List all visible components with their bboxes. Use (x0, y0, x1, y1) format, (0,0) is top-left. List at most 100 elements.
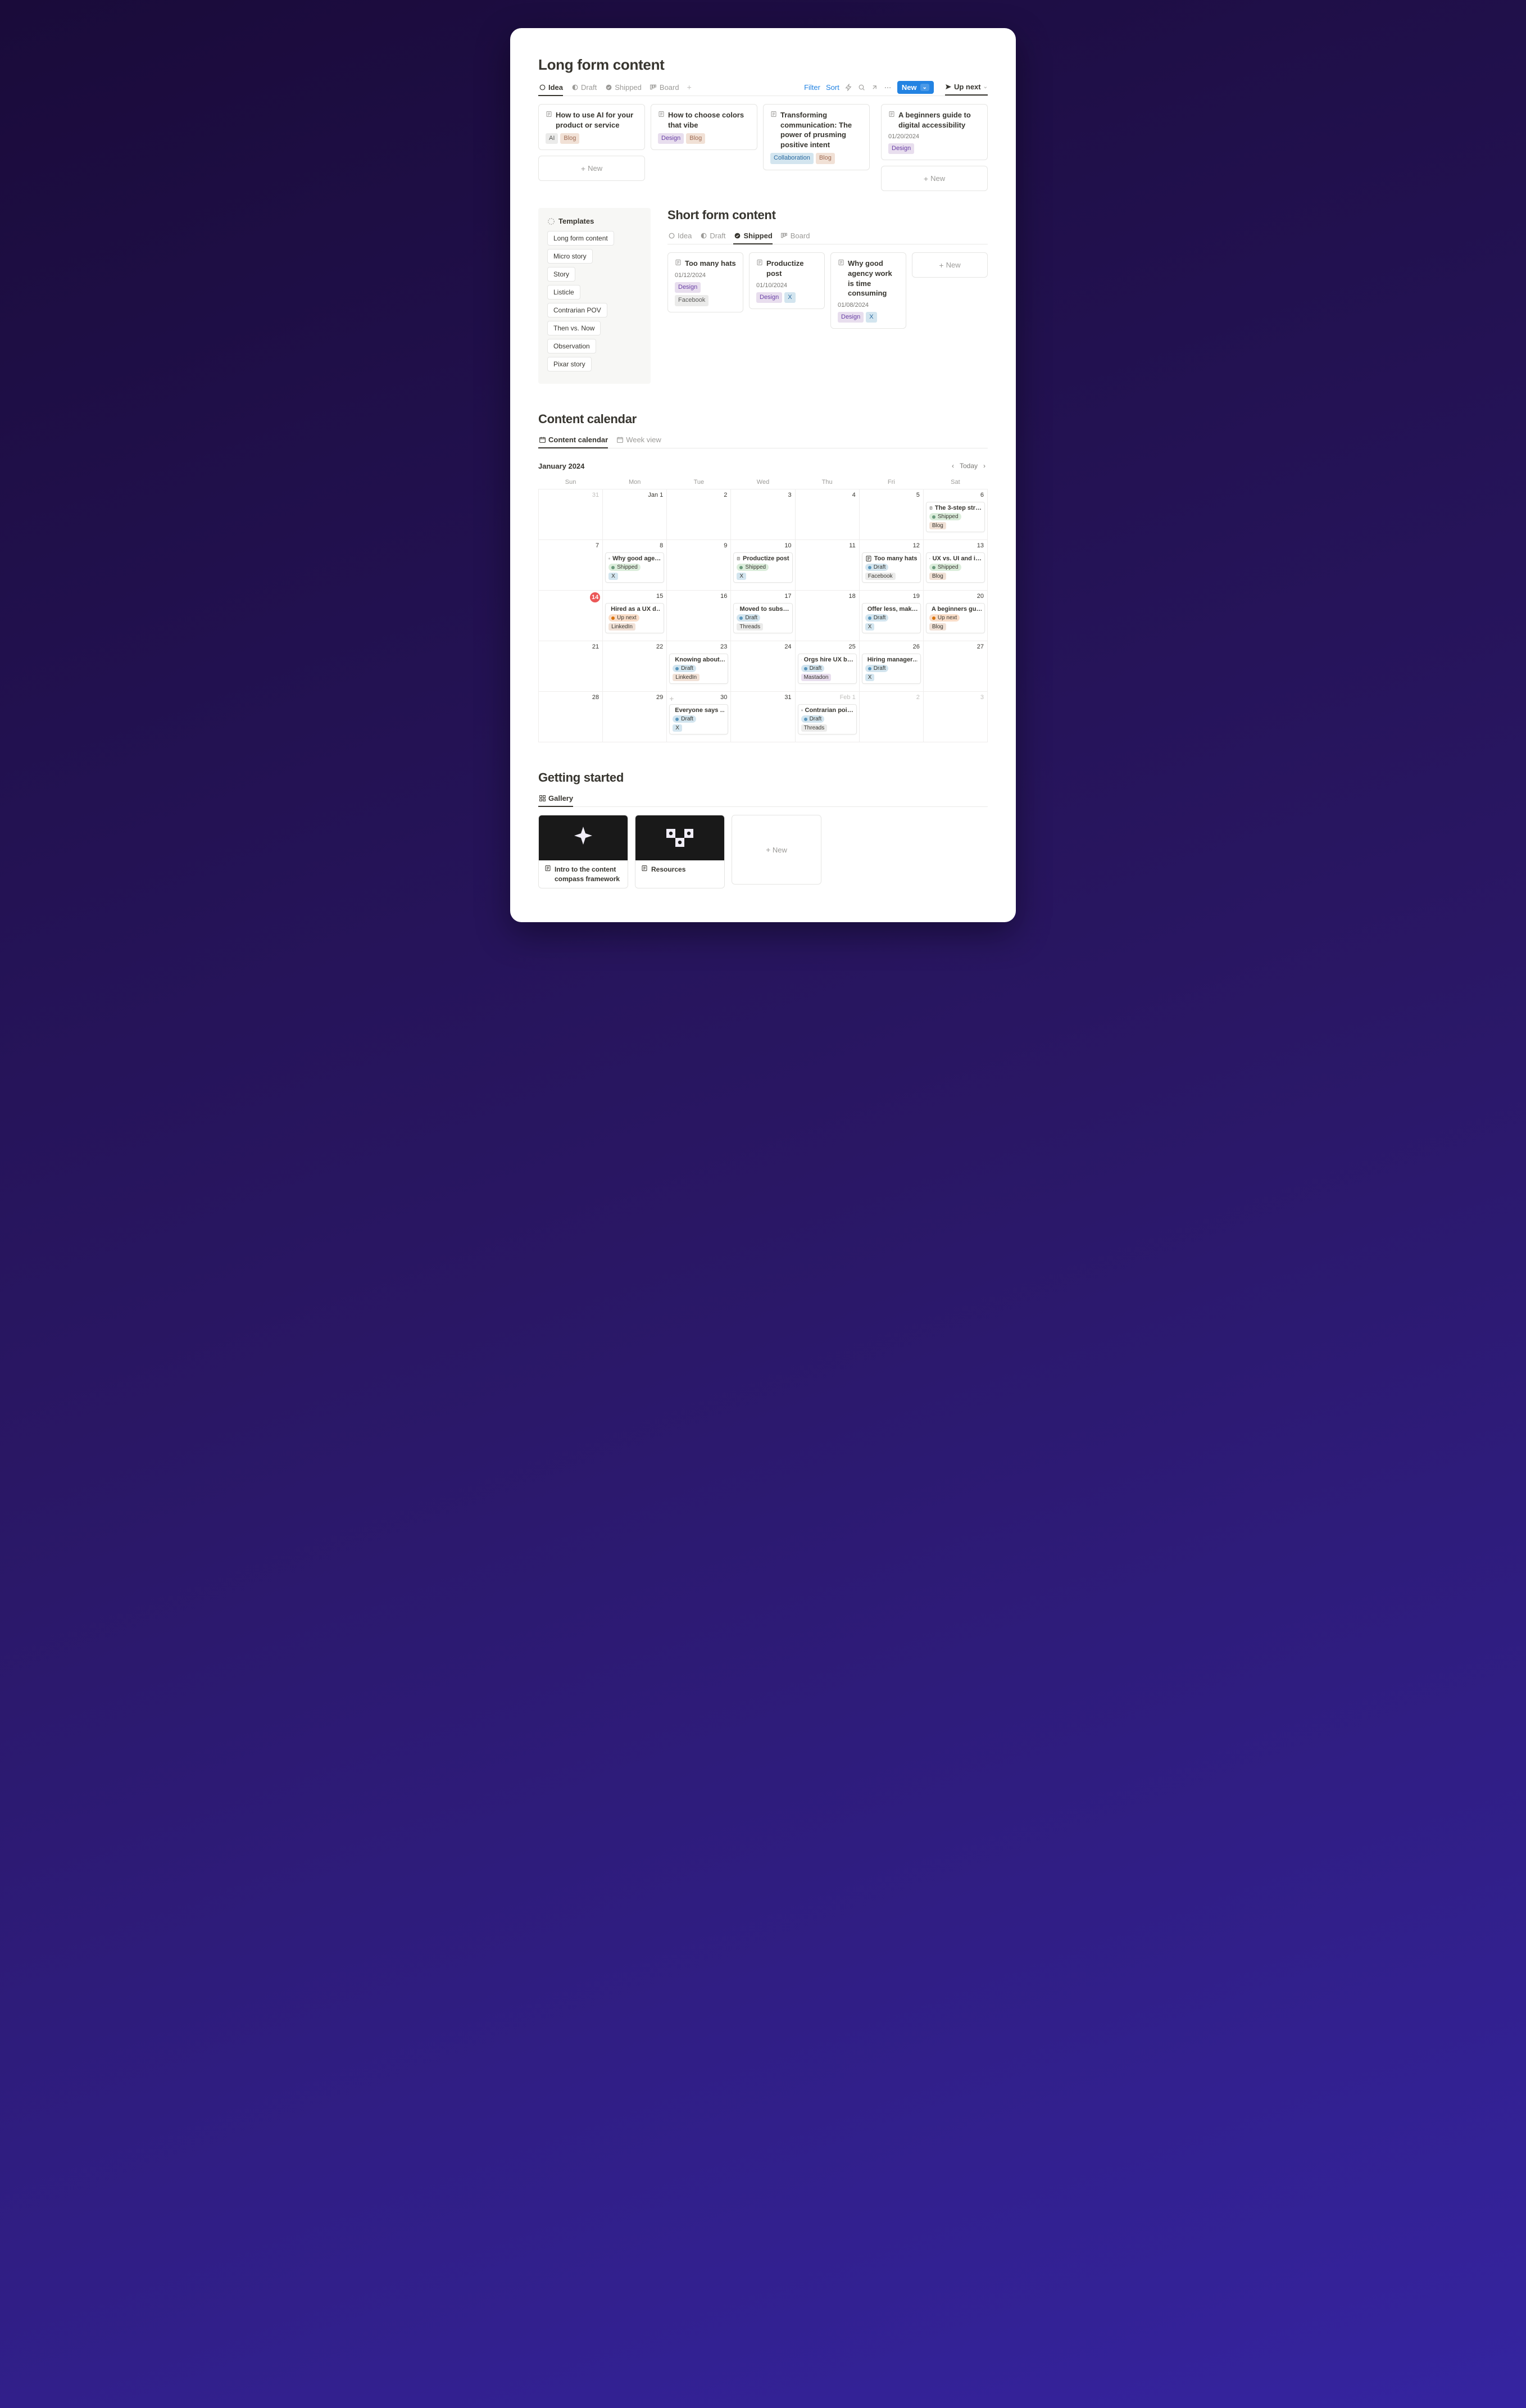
template-button[interactable]: Story (547, 267, 575, 282)
filter-link[interactable]: Filter (804, 83, 820, 92)
calendar-cell[interactable]: 18 (795, 591, 859, 641)
more-icon[interactable] (884, 84, 892, 92)
content-card[interactable]: A beginners guide to digital accessibili… (881, 104, 988, 160)
calendar-cell[interactable]: 17Moved to subs…DraftThreads (731, 591, 795, 641)
calendar-event[interactable]: Everyone says …DraftX (669, 704, 728, 734)
calendar-cell[interactable]: Jan 1 (603, 489, 667, 540)
sort-link[interactable]: Sort (826, 83, 839, 92)
calendar-cell[interactable]: 24 (731, 641, 795, 692)
content-card[interactable]: How to use AI for your product or servic… (538, 104, 645, 150)
status-badge: Draft (865, 564, 889, 571)
calendar-event[interactable]: Hired as a UX d…Up nextLinkedIn (605, 603, 664, 633)
tab-content-calendar[interactable]: Content calendar (538, 432, 608, 448)
calendar-cell[interactable]: 20A beginners gu…Up nextBlog (923, 591, 987, 641)
tab-draft[interactable]: Draft (700, 228, 725, 244)
calendar-cell[interactable]: 27 (923, 641, 987, 692)
chevron-down-icon[interactable]: ⌄ (920, 84, 929, 91)
calendar-cell[interactable]: 8Why good age…ShippedX (603, 540, 667, 591)
day-number: 21 (592, 643, 599, 650)
calendar-cell[interactable]: 13UX vs. UI and i…ShippedBlog (923, 540, 987, 591)
calendar-cell[interactable]: Feb 1Contrarian poi…DraftThreads (795, 692, 859, 742)
add-tab-button[interactable]: + (687, 80, 692, 96)
content-card[interactable]: Productize post01/10/2024DesignX (749, 252, 825, 309)
calendar-event[interactable]: Orgs hire UX b…DraftMastadon (798, 654, 857, 684)
new-card-button[interactable]: + New (912, 252, 988, 278)
calendar-cell[interactable]: 19Offer less, mak…DraftX (859, 591, 923, 641)
calendar-event[interactable]: The 3-step str…ShippedBlog (926, 502, 985, 532)
tab-idea[interactable]: Idea (667, 228, 692, 244)
next-month-button[interactable]: › (981, 461, 988, 471)
upnext-tab[interactable]: Up next ⌄ (945, 79, 988, 96)
template-button[interactable]: Contrarian POV (547, 303, 607, 318)
calendar-cell[interactable]: 21 (539, 641, 603, 692)
today-button[interactable]: Today (960, 462, 978, 470)
content-card[interactable]: Why good agency work is time consuming01… (830, 252, 906, 329)
calendar-cell[interactable]: 2 (667, 489, 731, 540)
channel-tag: Facebook (865, 573, 896, 580)
new-gallery-card[interactable]: + New (732, 815, 821, 885)
calendar-cell[interactable]: 23Knowing about…DraftLinkedIn (667, 641, 731, 692)
calendar-cell[interactable]: 9 (667, 540, 731, 591)
calendar-cell[interactable]: 12Too many hatsDraftFacebook (859, 540, 923, 591)
template-button[interactable]: Micro story (547, 249, 593, 264)
calendar-cell[interactable]: 25Orgs hire UX b…DraftMastadon (795, 641, 859, 692)
calendar-cell[interactable]: 28 (539, 692, 603, 742)
gallery-card[interactable]: Intro to the content compass framework (538, 815, 628, 888)
tab-shipped[interactable]: Shipped (733, 228, 772, 244)
calendar-event[interactable]: A beginners gu…Up nextBlog (926, 603, 985, 633)
calendar-event[interactable]: UX vs. UI and i…ShippedBlog (926, 552, 985, 583)
calendar-event[interactable]: Knowing about…DraftLinkedIn (669, 654, 728, 684)
tab-idea[interactable]: Idea (538, 80, 563, 96)
calendar-event[interactable]: Contrarian poi…DraftThreads (798, 704, 857, 734)
template-button[interactable]: Observation (547, 339, 596, 353)
template-button[interactable]: Then vs. Now (547, 321, 601, 335)
calendar-cell[interactable]: 14 (539, 591, 603, 641)
prev-month-button[interactable]: ‹ (950, 461, 956, 471)
content-card[interactable]: How to choose colors that vibeDesignBlog (651, 104, 757, 150)
calendar-cell[interactable]: 29 (603, 692, 667, 742)
calendar-cell[interactable]: 15 Hired as a UX d…Up nextLinkedIn (603, 591, 667, 641)
calendar-cell[interactable]: 11 (795, 540, 859, 591)
calendar-cell[interactable]: 5 (859, 489, 923, 540)
tab-shipped[interactable]: Shipped (605, 80, 642, 96)
tab-board[interactable]: Board (650, 80, 679, 96)
content-card[interactable]: Too many hats01/12/2024DesignFacebook (667, 252, 743, 312)
calendar-event[interactable]: Offer less, mak…DraftX (862, 603, 921, 633)
calendar-event[interactable]: Hiring manager…DraftX (862, 654, 921, 684)
calendar-cell[interactable]: 16 (667, 591, 731, 641)
new-card-button[interactable]: + New (881, 166, 988, 191)
calendar-cell[interactable]: 31 (731, 692, 795, 742)
bolt-icon[interactable] (845, 84, 852, 91)
calendar-cell[interactable]: 10Productize postShippedX (731, 540, 795, 591)
tab-week-view[interactable]: Week view (616, 432, 661, 448)
calendar-cell[interactable]: 30+Everyone says …DraftX (667, 692, 731, 742)
template-button[interactable]: Pixar story (547, 357, 592, 371)
calendar-cell[interactable]: 3 (923, 692, 987, 742)
template-button[interactable]: Long form content (547, 231, 614, 246)
new-card-button[interactable]: + New (538, 156, 645, 181)
calendar-event[interactable]: Why good age…ShippedX (605, 552, 664, 583)
tab-board[interactable]: Board (780, 228, 810, 244)
calendar-event[interactable]: Productize postShippedX (733, 552, 792, 583)
calendar-cell[interactable]: 3 (731, 489, 795, 540)
new-button[interactable]: New⌄ (897, 81, 934, 94)
calendar-cell[interactable]: 6The 3-step str…ShippedBlog (923, 489, 987, 540)
expand-icon[interactable] (871, 84, 878, 91)
add-event-button[interactable]: + (669, 694, 674, 703)
calendar-event[interactable]: Too many hatsDraftFacebook (862, 552, 921, 583)
calendar-cell[interactable]: 31 (539, 489, 603, 540)
calendar-cell[interactable]: 22 (603, 641, 667, 692)
content-card[interactable]: Transforming communication: The power of… (763, 104, 870, 170)
calendar-cell[interactable]: 26Hiring manager…DraftX (859, 641, 923, 692)
template-button[interactable]: Listicle (547, 285, 580, 300)
long-heading: Long form content (538, 56, 988, 74)
calendar-cell[interactable]: 2 (859, 692, 923, 742)
search-icon[interactable] (858, 84, 865, 91)
calendar-event[interactable]: Moved to subs…DraftThreads (733, 603, 792, 633)
gallery-card[interactable]: Resources (635, 815, 725, 888)
day-number: 15 (656, 593, 663, 600)
calendar-cell[interactable]: 4 (795, 489, 859, 540)
tab-gallery[interactable]: Gallery (538, 791, 573, 807)
calendar-cell[interactable]: 7 (539, 540, 603, 591)
tab-draft[interactable]: Draft (571, 80, 597, 96)
